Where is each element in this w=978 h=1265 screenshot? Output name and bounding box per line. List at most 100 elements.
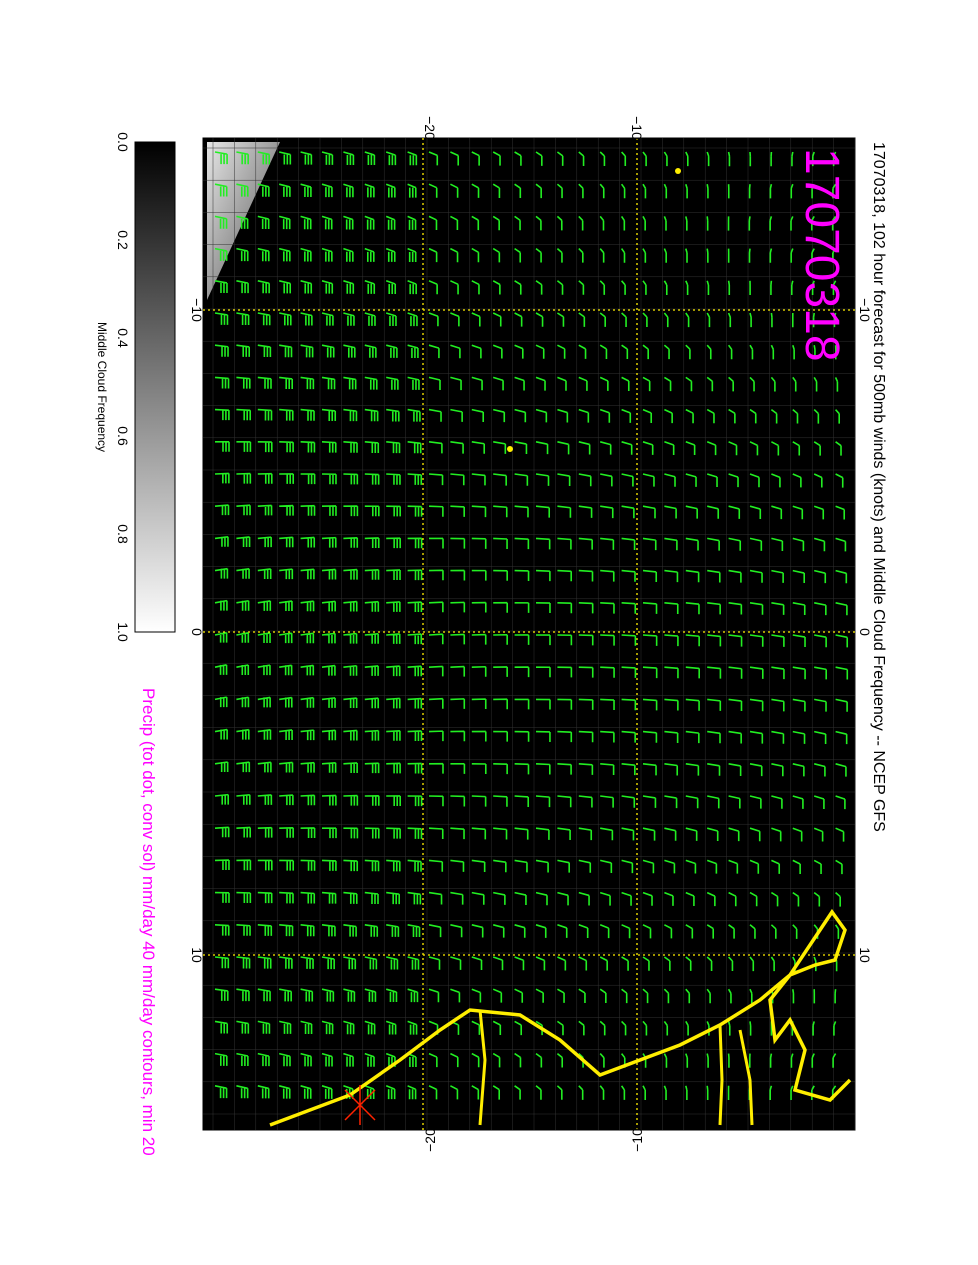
barb: [578, 891, 590, 906]
barb: [385, 312, 397, 327]
barb: [706, 988, 711, 1004]
barb: [407, 730, 423, 741]
title: 17070318, 102 hour forecast for 500mb wi…: [870, 142, 887, 832]
barb: [557, 988, 565, 1003]
barb: [428, 505, 444, 517]
barb: [300, 344, 314, 358]
barb: [300, 729, 315, 741]
barb: [364, 344, 377, 358]
barb: [835, 569, 848, 584]
barb: [214, 956, 230, 969]
barb: [535, 183, 542, 199]
barb: [385, 247, 396, 262]
footer: Precip (tot dot, conv sol) mm/day 40 mm/…: [139, 688, 158, 1156]
barb: [300, 247, 312, 262]
barb: [578, 312, 586, 327]
barb: [578, 602, 594, 614]
barb: [493, 569, 508, 581]
barb: [450, 601, 466, 613]
barb: [407, 344, 419, 359]
barb: [257, 826, 273, 838]
barb: [600, 795, 614, 808]
tick-label: 0: [857, 628, 873, 636]
barb: [535, 698, 551, 710]
barb: [300, 600, 315, 612]
barb: [471, 795, 487, 807]
barb: [835, 698, 848, 712]
barb: [343, 1020, 355, 1035]
barb: [321, 632, 336, 644]
barb: [257, 408, 273, 421]
barb: [685, 441, 696, 456]
barb: [835, 730, 848, 745]
barb: [831, 215, 837, 231]
barb: [257, 441, 273, 453]
barb: [428, 956, 441, 970]
barb: [386, 441, 401, 454]
barb: [514, 634, 530, 645]
barb: [279, 376, 293, 389]
barb: [471, 1020, 481, 1035]
barb: [557, 569, 572, 582]
barb: [621, 376, 630, 392]
barb: [535, 312, 544, 327]
tick-label: 0.8: [115, 524, 131, 544]
barb: [214, 793, 230, 805]
barb: [814, 569, 827, 584]
barb: [214, 215, 228, 229]
barb: [749, 956, 755, 972]
barb: [706, 473, 718, 487]
barb: [492, 956, 504, 971]
barb: [835, 859, 843, 875]
precip-marker: [344, 1085, 376, 1125]
barb: [621, 859, 634, 874]
barb: [578, 924, 589, 939]
barb: [664, 891, 674, 906]
barb: [385, 280, 397, 295]
barb: [471, 956, 483, 971]
barb: [343, 664, 358, 676]
barb: [835, 602, 848, 616]
barb: [621, 312, 627, 327]
barb: [600, 859, 613, 873]
barb: [450, 763, 466, 774]
barb: [835, 827, 845, 842]
barb: [321, 859, 337, 871]
barb: [236, 151, 249, 165]
barb: [493, 633, 508, 645]
barb: [364, 924, 379, 937]
barb: [364, 729, 380, 741]
barb: [514, 666, 530, 678]
barb: [428, 215, 438, 230]
barb: [279, 924, 294, 937]
barb: [386, 924, 400, 937]
barb: [749, 988, 753, 1004]
barb: [812, 1021, 815, 1036]
barb: [214, 1085, 228, 1099]
barb: [279, 696, 293, 708]
barb: [407, 762, 423, 774]
barb: [664, 634, 679, 647]
barb: [556, 215, 563, 231]
barb: [428, 344, 440, 359]
barb: [236, 247, 249, 262]
barb: [214, 826, 230, 838]
barb: [685, 602, 700, 615]
barb: [386, 859, 401, 872]
barb: [428, 376, 441, 390]
barb: [471, 408, 485, 423]
barb: [428, 859, 444, 872]
barb: [364, 859, 380, 872]
barb: [685, 151, 689, 167]
barb: [769, 1053, 773, 1068]
barb: [471, 891, 485, 905]
barb: [557, 537, 572, 550]
barb: [663, 312, 669, 328]
barb: [450, 1085, 459, 1100]
barb: [279, 473, 294, 484]
barb: [407, 859, 422, 872]
barb: [792, 344, 795, 360]
barb: [407, 247, 417, 263]
barb: [450, 473, 465, 486]
barb: [514, 924, 526, 938]
